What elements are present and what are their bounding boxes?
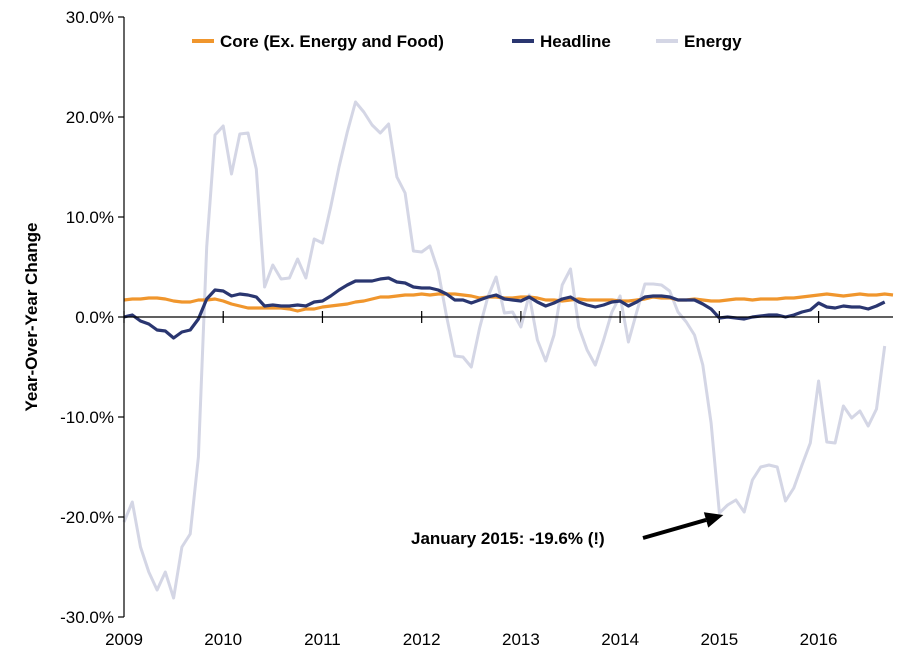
series-line-core-ex-energy-and-food (123, 292, 894, 313)
y-tick-label: -30.0% (60, 608, 114, 627)
x-tick-label: 2009 (105, 630, 143, 649)
y-tick-label: 30.0% (66, 8, 114, 27)
x-axis-ticks: 2009 2010 2011 2012 2013 2014 2015 2016 (105, 311, 837, 649)
x-tick-label: 2013 (502, 630, 540, 649)
annotation-arrowhead (703, 512, 724, 528)
legend: Core (Ex. Energy and Food) Headline Energy (192, 32, 742, 51)
y-tick-label: 0.0% (75, 308, 114, 327)
x-tick-label: 2010 (204, 630, 242, 649)
x-tick-label: 2015 (700, 630, 738, 649)
annotation-arrow (642, 518, 707, 540)
legend-label: Energy (684, 32, 742, 51)
annotation-text: January 2015: -19.6% (!) (411, 529, 605, 548)
x-tick-label: 2011 (304, 630, 341, 649)
y-tick-label: -20.0% (60, 508, 114, 527)
y-tick-label: 10.0% (66, 208, 114, 227)
series-lines (122, 100, 894, 600)
x-tick-label: 2014 (601, 630, 639, 649)
y-tick-label: -10.0% (60, 408, 114, 427)
x-tick-label: 2016 (800, 630, 838, 649)
series-line-energy (122, 100, 887, 600)
legend-label: Core (Ex. Energy and Food) (220, 32, 444, 51)
series-line-headline (123, 276, 886, 340)
annotation: January 2015: -19.6% (!) (411, 512, 724, 548)
y-tick-label: 20.0% (66, 108, 114, 127)
y-axis-ticks: -30.0% -20.0% -10.0% 0.0% 10.0% 20.0% 30.0% (60, 8, 124, 627)
y-axis-title: Year-Over-Year Change (22, 223, 41, 412)
legend-label: Headline (540, 32, 611, 51)
x-tick-label: 2012 (403, 630, 441, 649)
